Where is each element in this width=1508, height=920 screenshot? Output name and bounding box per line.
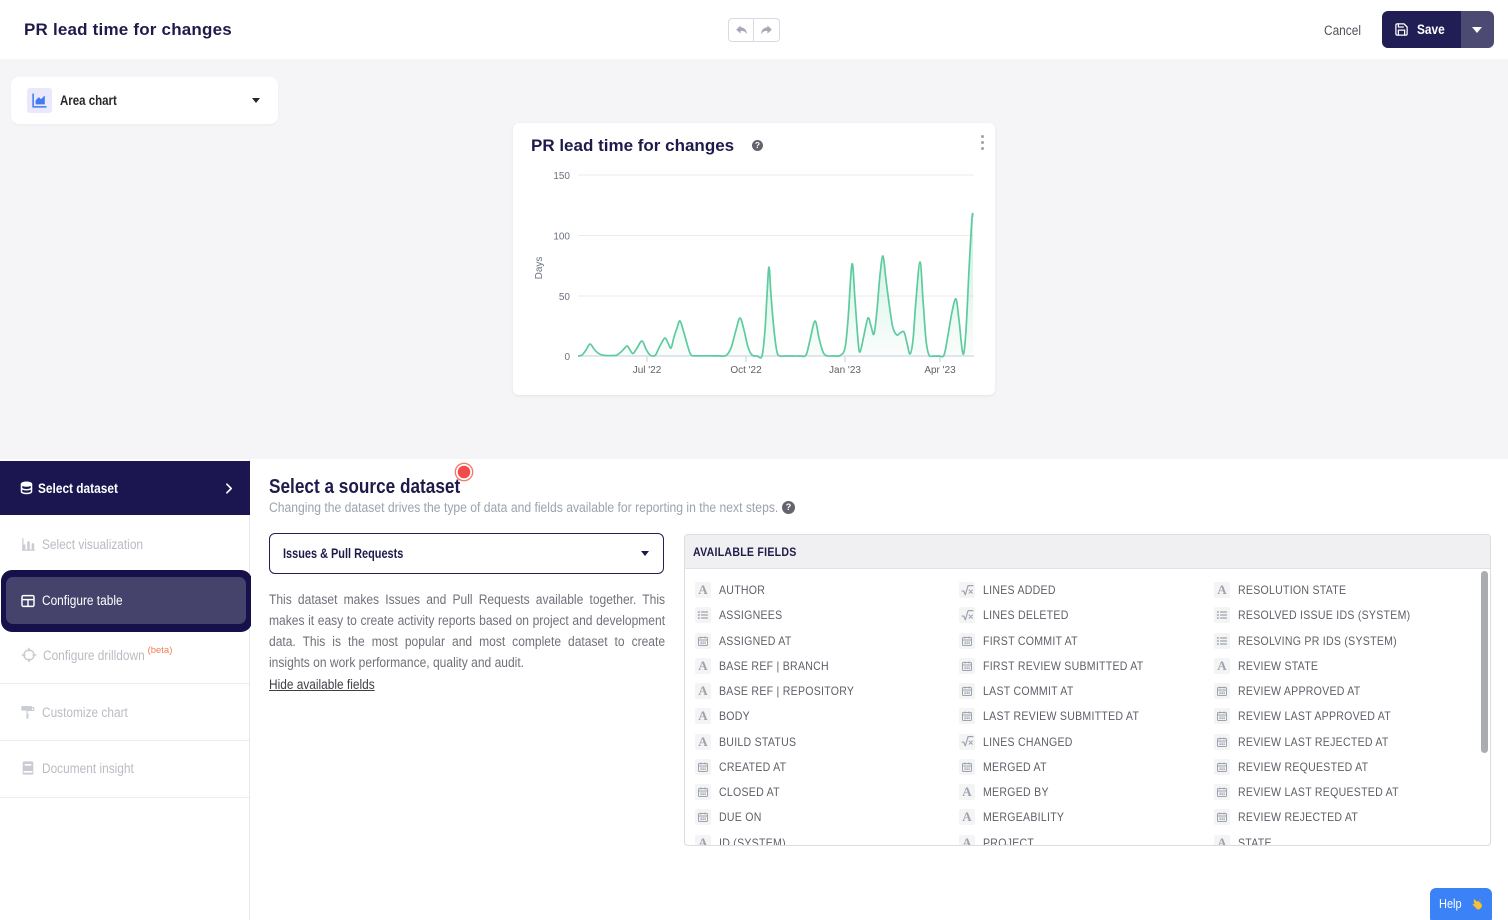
svg-text:Jan '23: Jan '23 [829,365,861,376]
svg-text:100: 100 [553,232,570,243]
svg-text:0: 0 [564,352,570,363]
svg-text:Jul '22: Jul '22 [633,365,662,376]
svg-text:Apr '23: Apr '23 [924,365,956,376]
svg-text:Oct '22: Oct '22 [730,365,762,376]
svg-text:50: 50 [559,292,571,303]
svg-text:Days: Days [534,257,545,280]
svg-text:150: 150 [553,171,570,182]
